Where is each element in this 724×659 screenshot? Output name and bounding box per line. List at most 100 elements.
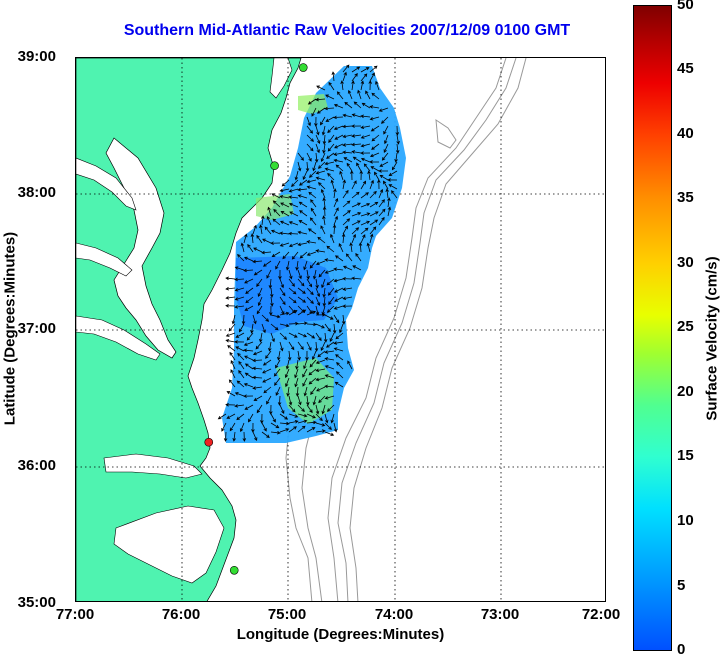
current-vector-arrow — [377, 179, 381, 190]
current-vector-arrow — [342, 189, 349, 199]
current-vector-arrow — [231, 314, 236, 325]
current-vector-arrow — [307, 98, 317, 105]
current-vector-arrow — [256, 305, 263, 315]
current-vector-arrow — [288, 426, 297, 433]
current-vector-arrow — [225, 339, 236, 343]
current-vector-arrow — [325, 341, 335, 348]
current-vector-arrow — [284, 368, 290, 379]
albemarle-sound — [103, 453, 203, 479]
current-vector-arrow — [315, 413, 323, 422]
current-vector-arrow — [395, 143, 400, 154]
current-vector-arrow — [294, 170, 299, 181]
current-vector-arrow — [330, 233, 335, 244]
current-vector-arrow — [333, 207, 339, 217]
current-vector-arrow — [316, 386, 326, 392]
current-vector-arrow — [326, 278, 335, 286]
current-vector-arrow — [268, 278, 273, 289]
current-vector-arrow — [315, 143, 320, 154]
current-vector-arrow — [279, 296, 286, 306]
current-vector-arrow — [347, 89, 353, 100]
current-vector-arrow — [288, 221, 299, 226]
current-vector-arrow — [252, 224, 257, 235]
current-vector-arrow — [288, 419, 299, 424]
x-axis-label: Longitude (Degrees:Minutes) — [236, 626, 445, 643]
x-tick-75: 75:00 — [267, 606, 307, 623]
current-vector-arrow — [237, 352, 245, 361]
current-vector-arrow — [270, 229, 281, 235]
current-vector-arrow — [302, 170, 308, 180]
current-vector-arrow — [332, 224, 337, 235]
radar-site-marker[interactable] — [229, 565, 239, 575]
colorbar-tick-40: 40 — [677, 125, 694, 142]
current-vector-arrow — [306, 305, 313, 315]
current-vector-arrow — [306, 322, 317, 327]
current-vector-arrow — [228, 323, 236, 332]
current-vector-arrow — [342, 143, 353, 147]
current-vector-arrow — [266, 395, 272, 405]
current-vector-arrow — [297, 296, 307, 303]
current-vector-arrow — [366, 242, 371, 253]
current-vector-arrow — [230, 369, 236, 379]
current-vector-arrow — [368, 80, 373, 91]
current-vector-arrow — [288, 395, 293, 406]
map-plot-area[interactable] — [75, 57, 606, 602]
current-vector-arrow — [241, 314, 246, 325]
current-vector-arrow — [229, 422, 236, 432]
current-vector-arrow — [223, 431, 228, 442]
potomac-river — [76, 157, 137, 211]
current-vector-arrow — [315, 404, 320, 415]
current-vector-arrow — [325, 94, 335, 100]
current-vector-arrow — [369, 105, 380, 109]
colorbar-tick-20: 20 — [677, 383, 694, 400]
current-vector-arrow — [322, 206, 327, 217]
current-vector-arrow — [334, 143, 344, 149]
current-vector-arrow — [370, 166, 380, 172]
current-vector-arrow — [342, 276, 353, 281]
radar-site-marker[interactable] — [298, 63, 308, 72]
current-vector-arrow — [234, 392, 245, 397]
current-vector-arrow — [297, 161, 302, 172]
current-vector-arrow — [384, 134, 389, 145]
current-vector-arrow — [252, 350, 263, 356]
current-vector-arrow — [298, 179, 308, 186]
current-vector-arrow — [306, 269, 310, 280]
current-vector-arrow — [306, 404, 313, 414]
current-vector-arrow — [356, 162, 362, 172]
current-vector-arrow — [342, 71, 347, 82]
current-vector-arrow — [309, 260, 317, 269]
current-vector-arrow — [311, 350, 317, 361]
current-vector-arrow — [371, 143, 380, 150]
radar-site-marker[interactable] — [270, 161, 279, 170]
current-vector-arrow — [316, 107, 326, 114]
radar-site-marker[interactable] — [204, 437, 214, 447]
current-vector-arrow — [324, 167, 335, 172]
current-vector-arrow — [227, 345, 236, 352]
y-tick-38: 38:00 — [17, 184, 56, 201]
current-vector-arrow — [262, 368, 272, 374]
current-vector-arrow — [310, 207, 317, 217]
current-vector-arrow — [243, 383, 254, 388]
current-vector-arrow — [288, 310, 298, 316]
current-vector-arrow — [315, 377, 326, 382]
current-vector-arrow — [279, 220, 290, 226]
y-tick-37: 37:00 — [17, 320, 56, 337]
colorbar-tick-50: 50 — [677, 0, 694, 13]
current-vector-arrow — [378, 216, 385, 226]
current-vector-arrow — [369, 179, 374, 190]
current-vector-arrow — [342, 179, 346, 190]
current-vector-arrow — [321, 125, 326, 136]
current-vector-arrow — [279, 404, 285, 414]
current-vector-arrow — [243, 394, 254, 398]
current-vector-arrow — [342, 287, 353, 291]
colorbar-tick-30: 30 — [677, 254, 694, 271]
current-vector-arrow — [329, 332, 335, 342]
current-vector-arrow — [333, 305, 344, 310]
current-vector-arrow — [312, 269, 317, 280]
current-vector-arrow — [226, 413, 236, 419]
current-vector-arrow — [277, 350, 281, 361]
current-vector-arrow — [279, 278, 284, 289]
current-vector-arrow — [270, 332, 275, 343]
current-vector-arrow — [351, 180, 357, 190]
current-vector-arrow — [315, 429, 326, 433]
current-vector-arrow — [257, 296, 263, 307]
